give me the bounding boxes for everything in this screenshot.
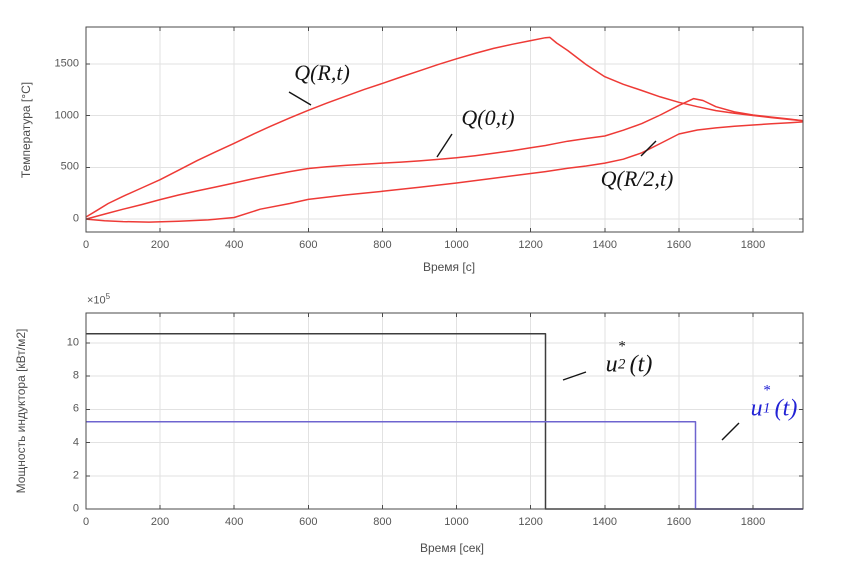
top-plot-x-axis-title: Время [с] (422, 260, 476, 274)
x-tick-label: 1800 (740, 239, 766, 251)
x-tick-label: 800 (373, 239, 392, 251)
leader-q-r2 (640, 140, 657, 157)
x-tick-label: 1800 (740, 516, 766, 528)
y-tick-label: 0 (72, 502, 79, 515)
x-tick-label: 1000 (444, 239, 469, 251)
u2-subscript: 2 (617, 356, 626, 373)
x-tick-label: 1400 (592, 239, 617, 251)
x-tick-label: 1600 (666, 516, 692, 528)
u1-base: u (750, 395, 763, 422)
x-tick-label: 600 (299, 239, 318, 251)
x-tick-label: 1200 (518, 239, 543, 251)
x-tick-label: 400 (225, 239, 244, 251)
multiplier-exponent: 5 (105, 292, 111, 301)
annotation-leaders (288, 91, 740, 441)
x-tick-label: 1400 (592, 516, 617, 528)
annotation-q-r: Q(R,t) (294, 60, 350, 85)
top-plot-y-axis-title: Температура [°C] (19, 81, 33, 179)
x-tick-label: 400 (225, 516, 244, 528)
leader-u2 (562, 371, 587, 381)
y-axis-multiplier: ×105 (87, 292, 110, 307)
u2-superscript: * (618, 338, 626, 355)
u2-tail: (t) (629, 351, 653, 378)
bottom-plot-y-axis-title: Мощность индуктора [кВт/м2] (14, 328, 28, 494)
leader-u1 (721, 422, 740, 441)
y-tick-label: 1000 (54, 108, 79, 121)
u1-subscript: 1 (762, 400, 771, 417)
y-tick-label: 6 (72, 402, 79, 415)
y-tick-label: 500 (60, 160, 79, 173)
y-tick-label: 1500 (54, 57, 79, 70)
y-tick-label: 2 (72, 469, 79, 482)
top-plot-axes (85, 26, 804, 233)
annotation-q-r2: Q(R/2,t) (600, 166, 674, 191)
u1-substack: * 1 (762, 382, 775, 417)
leader-q-r (288, 91, 312, 106)
y-tick-label: 0 (72, 212, 79, 225)
x-tick-label: 800 (373, 516, 392, 528)
x-tick-label: 1000 (444, 516, 469, 528)
leader-q-0 (436, 133, 453, 158)
u2-substack: * 2 (617, 338, 630, 373)
x-tick-label: 200 (150, 239, 170, 251)
annotation-q-0: Q(0,t) (461, 105, 515, 130)
x-tick-label: 1600 (666, 239, 692, 251)
x-tick-label: 0 (82, 516, 90, 528)
y-tick-label: 4 (72, 435, 79, 448)
y-tick-label: 10 (66, 336, 79, 349)
x-tick-label: 1200 (518, 516, 543, 528)
annotation-u1: u * 1 (t) (750, 382, 798, 423)
u1-tail: (t) (774, 395, 798, 422)
bottom-plot-axes (85, 312, 804, 510)
annotation-u2: u * 2 (t) (605, 338, 653, 379)
x-tick-label: 0 (82, 239, 90, 251)
x-tick-label: 200 (150, 516, 170, 528)
u2-base: u (605, 351, 618, 378)
u1-superscript: * (763, 382, 771, 399)
x-tick-label: 600 (299, 516, 318, 528)
bottom-plot-x-axis-title: Время [сек] (419, 541, 485, 555)
y-tick-label: 8 (72, 369, 79, 382)
multiplier-base: ×10 (87, 294, 106, 307)
